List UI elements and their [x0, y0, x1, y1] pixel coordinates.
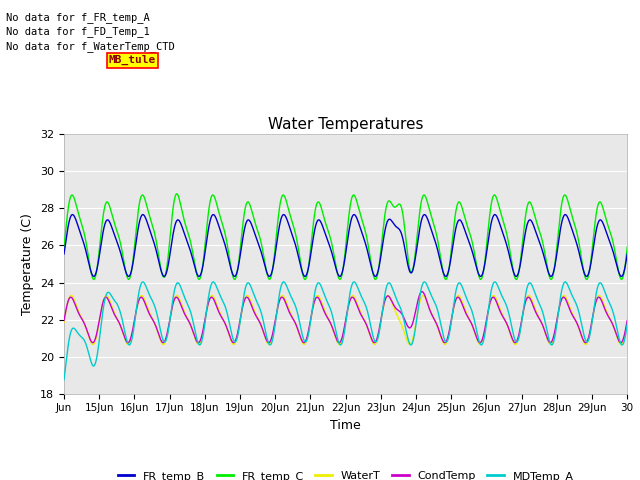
Legend: FR_temp_B, FR_temp_C, WaterT, CondTemp, MDTemp_A: FR_temp_B, FR_temp_C, WaterT, CondTemp, … [113, 467, 578, 480]
Title: Water Temperatures: Water Temperatures [268, 117, 423, 132]
Text: No data for f_FR_temp_A: No data for f_FR_temp_A [6, 12, 150, 23]
X-axis label: Time: Time [330, 419, 361, 432]
Text: No data for f_FD_Temp_1: No data for f_FD_Temp_1 [6, 26, 150, 37]
Text: MB_tule: MB_tule [109, 55, 156, 65]
Y-axis label: Temperature (C): Temperature (C) [22, 213, 35, 315]
Text: No data for f_WaterTemp_CTD: No data for f_WaterTemp_CTD [6, 41, 175, 52]
